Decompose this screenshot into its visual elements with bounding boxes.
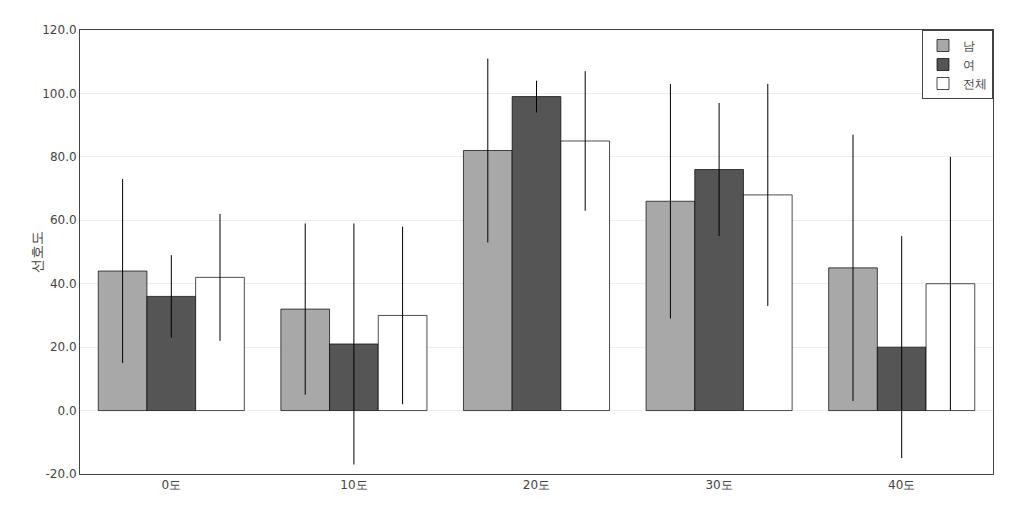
svg-text:선호도: 선호도 — [29, 231, 45, 273]
svg-text:전체: 전체 — [963, 77, 987, 91]
svg-text:40.0: 40.0 — [50, 277, 77, 291]
svg-text:남: 남 — [963, 39, 975, 53]
svg-text:0.0: 0.0 — [58, 404, 77, 418]
svg-text:여: 여 — [963, 58, 975, 72]
svg-text:40도: 40도 — [888, 478, 915, 492]
svg-text:60.0: 60.0 — [50, 213, 77, 227]
svg-text:120.0: 120.0 — [42, 23, 76, 37]
svg-text:80.0: 80.0 — [50, 150, 77, 164]
svg-text:10도: 10도 — [340, 478, 367, 492]
svg-text:0도: 0도 — [161, 478, 181, 492]
svg-text:20.0: 20.0 — [50, 340, 77, 354]
svg-text:30도: 30도 — [705, 478, 732, 492]
svg-text:20도: 20도 — [523, 478, 550, 492]
svg-text:-20.0: -20.0 — [46, 467, 77, 481]
svg-text:100.0: 100.0 — [42, 87, 76, 101]
